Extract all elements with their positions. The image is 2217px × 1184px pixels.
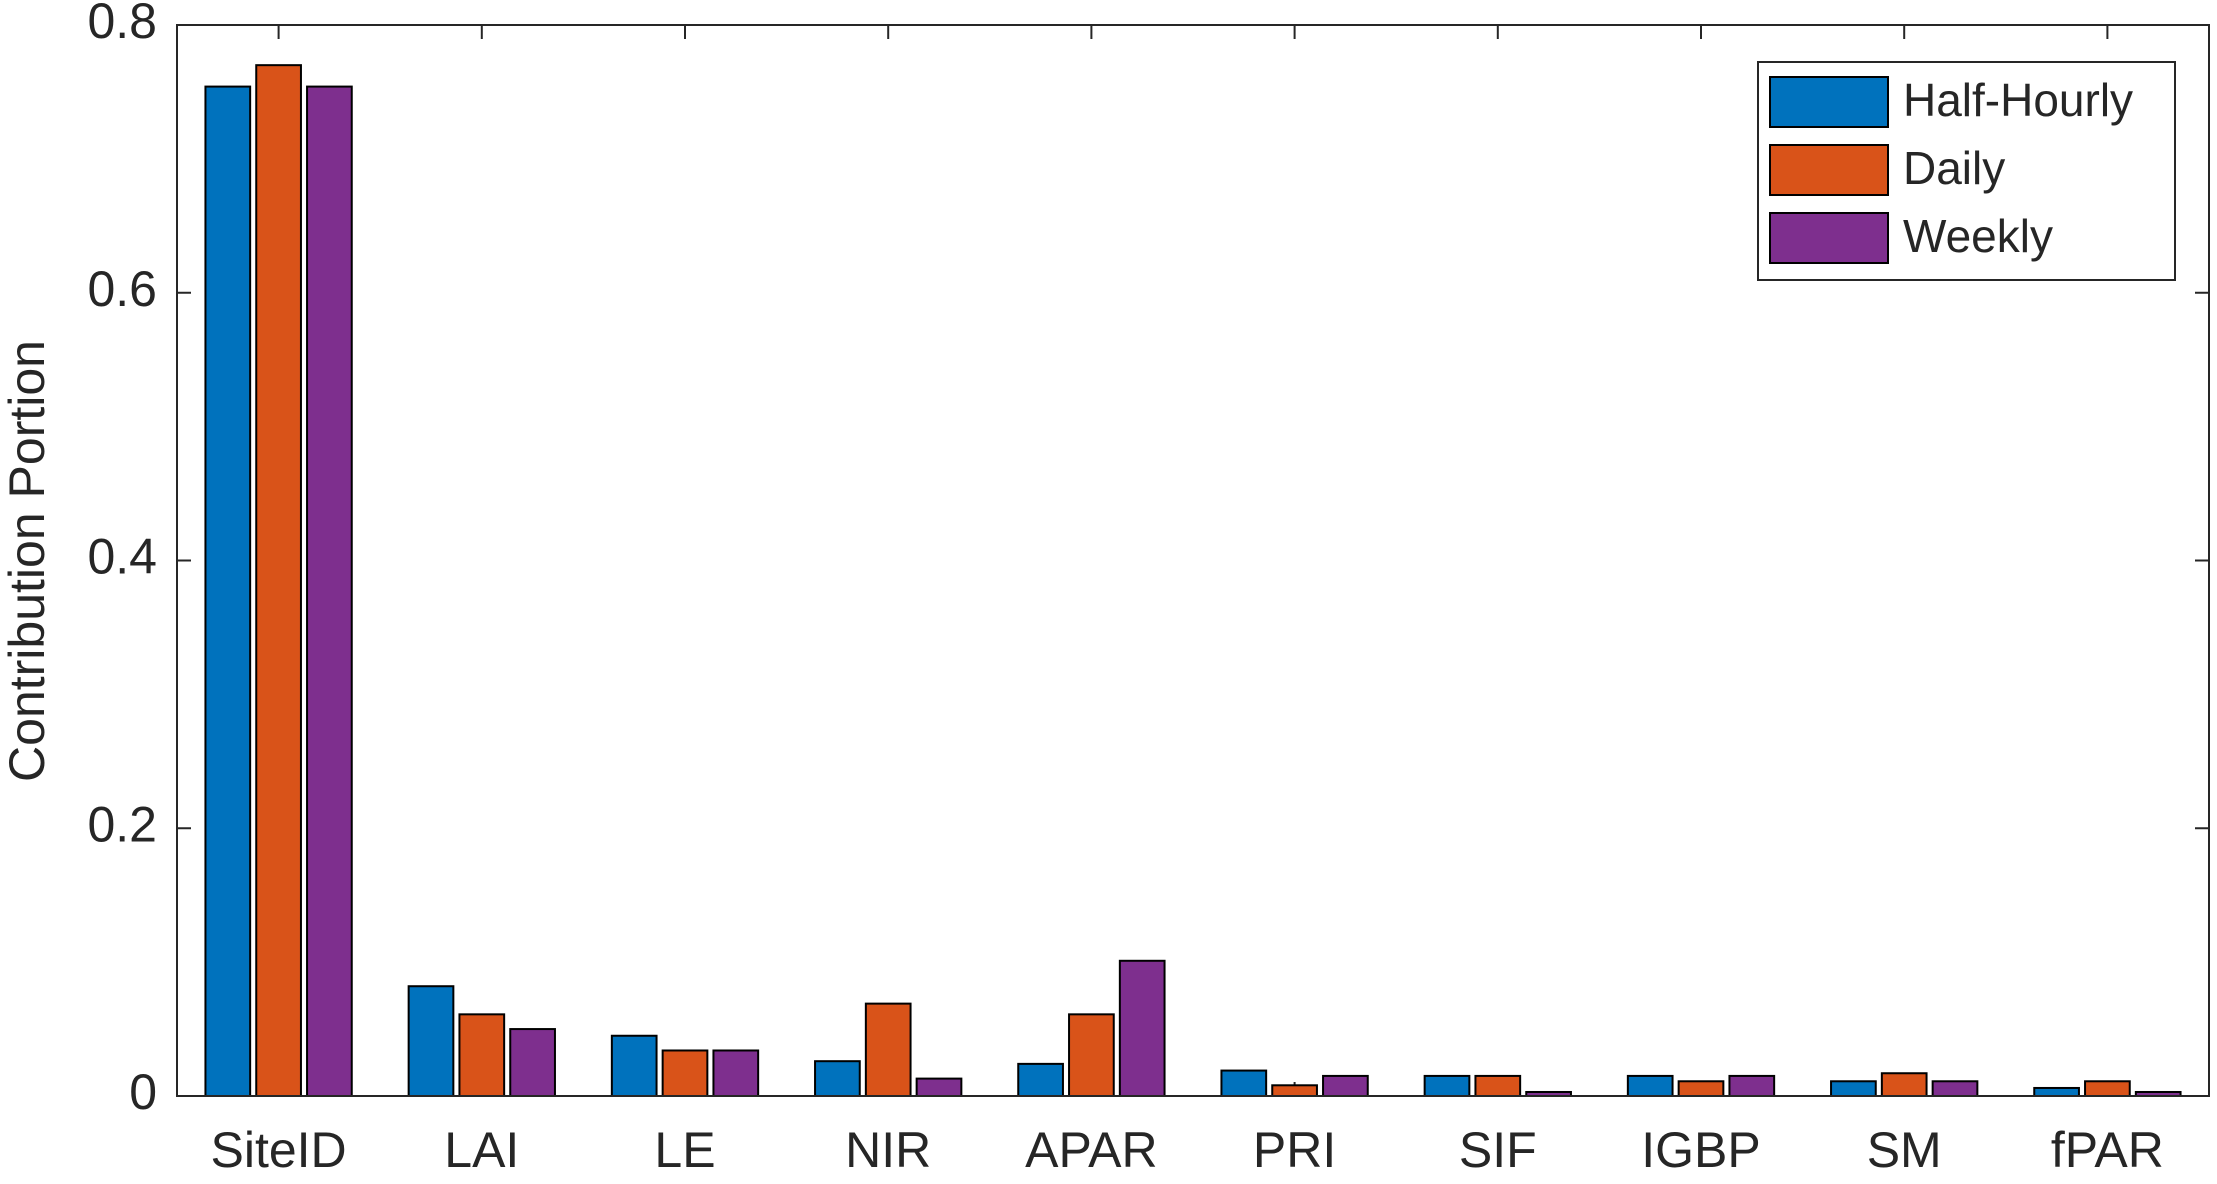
bar <box>1322 1074 1369 1097</box>
bar <box>1068 1013 1115 1097</box>
x-tick-label: SiteID <box>211 1122 347 1178</box>
y-tick-label: 0 <box>129 1064 157 1120</box>
bar <box>712 1049 760 1098</box>
bar <box>1677 1080 1725 1098</box>
bar <box>915 1077 963 1097</box>
bar <box>1931 1080 1979 1098</box>
bar <box>2084 1080 2131 1098</box>
legend-label: Half-Hourly <box>1903 74 2133 126</box>
x-tick-label: SIF <box>1459 1122 1537 1178</box>
x-tick-label: PRI <box>1253 1122 1336 1178</box>
x-tick-label: LE <box>654 1122 715 1178</box>
x-tick-label: IGBP <box>1641 1122 1760 1178</box>
y-axis-label: Contribution Portion <box>0 340 55 782</box>
bar <box>407 985 455 1097</box>
bar <box>661 1049 709 1098</box>
bar <box>1830 1080 1877 1098</box>
bar <box>864 1002 912 1097</box>
bar <box>1626 1074 1674 1097</box>
bar <box>204 85 252 1097</box>
x-tick-label: NIR <box>845 1122 931 1178</box>
bar <box>610 1034 658 1097</box>
x-tick-label: fPAR <box>2051 1122 2164 1178</box>
bar <box>458 1013 506 1097</box>
y-tick-label: 0.2 <box>87 796 157 852</box>
x-tick-label: LAI <box>444 1122 519 1178</box>
bar <box>1118 959 1166 1097</box>
x-tick-label: APAR <box>1025 1122 1157 1178</box>
bar <box>1220 1069 1268 1097</box>
legend-label: Weekly <box>1903 210 2053 262</box>
plot-frame <box>176 24 2210 1097</box>
y-tick-label: 0.8 <box>87 0 157 49</box>
y-tick-label: 0.6 <box>87 261 157 317</box>
bar <box>255 64 302 1098</box>
x-tick-label: SM <box>1867 1122 1942 1178</box>
bar <box>306 85 353 1097</box>
bar <box>1728 1074 1776 1097</box>
bar <box>814 1060 861 1098</box>
bar <box>1423 1074 1471 1097</box>
legend-swatch <box>1769 212 1889 264</box>
bar <box>509 1028 556 1097</box>
legend-label: Daily <box>1903 142 2005 194</box>
bar <box>1880 1072 1928 1097</box>
legend-swatch <box>1769 144 1889 196</box>
bar <box>1271 1084 1318 1098</box>
bar <box>2033 1086 2080 1098</box>
bar <box>1474 1074 1522 1097</box>
bar <box>1017 1062 1064 1097</box>
legend-swatch <box>1769 76 1889 128</box>
y-tick-label: 0.4 <box>87 529 157 585</box>
